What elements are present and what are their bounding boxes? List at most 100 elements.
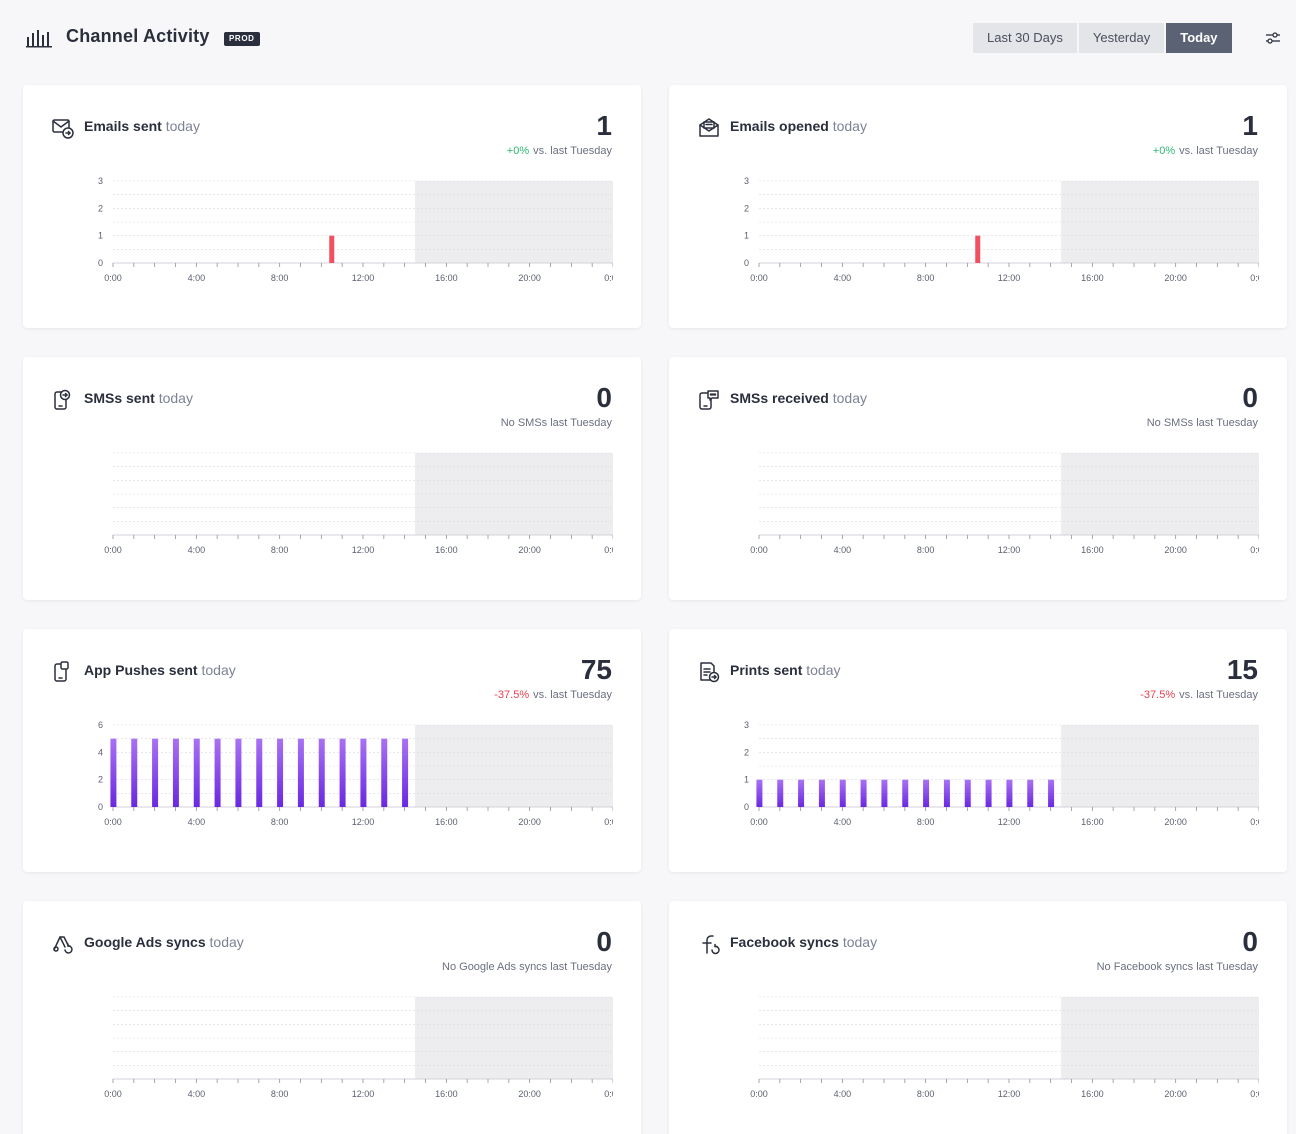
chart-bar	[193, 738, 200, 807]
comparison-text: +0% vs. last Tuesday	[506, 145, 612, 157]
sms-send-icon	[54, 389, 71, 410]
x-tick-label: 16:00	[435, 273, 458, 283]
y-tick-label: 3	[744, 720, 749, 730]
y-tick-label: 3	[744, 176, 749, 186]
y-tick-label: 4	[98, 747, 103, 757]
x-tick-label: 0:00	[604, 273, 613, 283]
comparison-text: No Facebook syncs last Tuesday	[1096, 961, 1258, 973]
x-tick-label: 12:00	[998, 1089, 1021, 1099]
card-title: App Pushes sent today	[84, 662, 236, 678]
x-tick-label: 20:00	[1164, 545, 1187, 555]
x-tick-label: 0:00	[1250, 545, 1259, 555]
card-emails-sent: Emails sent today 1 +0% vs. last Tuesday …	[23, 85, 641, 328]
x-tick-label: 4:00	[188, 273, 206, 283]
chart-bar	[110, 738, 117, 807]
x-tick-label: 12:00	[998, 545, 1021, 555]
chart-bar	[964, 779, 971, 807]
x-tick-label: 8:00	[917, 273, 935, 283]
delta-value: -37.5%	[1140, 689, 1176, 701]
x-tick-label: 0:00	[604, 1089, 613, 1099]
metric-value: 0	[1242, 382, 1258, 413]
x-tick-label: 0:00	[1250, 817, 1259, 827]
y-tick-label: 2	[98, 203, 103, 213]
app-push-icon	[54, 661, 69, 682]
range-yesterday-button[interactable]: Yesterday	[1078, 23, 1165, 53]
x-tick-label: 0:00	[104, 545, 122, 555]
x-tick-label: 12:00	[352, 817, 375, 827]
chart-bar	[798, 779, 805, 807]
y-tick-label: 1	[744, 775, 749, 785]
x-tick-label: 20:00	[1164, 1089, 1187, 1099]
delta-value: +0%	[506, 145, 530, 157]
y-tick-label: 6	[98, 720, 103, 730]
chart-bar	[360, 738, 367, 807]
card-title: Emails opened today	[730, 118, 867, 134]
print-send-icon	[700, 662, 720, 683]
x-tick-label: 20:00	[518, 817, 541, 827]
chart-bar	[381, 738, 388, 807]
x-tick-label: 8:00	[271, 273, 289, 283]
x-tick-label: 12:00	[998, 817, 1021, 827]
x-tick-label: 20:00	[1164, 817, 1187, 827]
facebook-sync-icon	[702, 935, 720, 955]
card-google-ads-syncs: Google Ads syncs today 0 No Google Ads s…	[23, 901, 641, 1134]
google-ads-icon	[53, 936, 73, 954]
chart-bar	[1006, 779, 1013, 807]
chart-bar	[277, 738, 284, 807]
x-tick-label: 8:00	[271, 545, 289, 555]
chart-bar	[339, 738, 346, 807]
comparison-text: No SMSs last Tuesday	[500, 417, 612, 429]
chart-bar	[943, 779, 950, 807]
y-tick-label: 0	[98, 802, 103, 812]
email-send-icon	[52, 119, 74, 139]
card-emails-opened: Emails opened today 1 +0% vs. last Tuesda…	[669, 85, 1287, 328]
metric-value: 1	[596, 110, 612, 141]
metric-value: 0	[596, 926, 612, 957]
comparison-text: +0% vs. last Tuesday	[1152, 145, 1258, 157]
metric-value: 0	[596, 382, 612, 413]
chart-bar	[1048, 779, 1055, 807]
x-tick-label: 0:00	[750, 545, 768, 555]
x-tick-label: 0:00	[604, 817, 613, 827]
x-tick-label: 4:00	[188, 1089, 206, 1099]
x-tick-label: 20:00	[1164, 273, 1187, 283]
hourly-chart: 0:00 4:00 8:00 12:00 16:00 20:00 0:00	[750, 996, 1259, 1099]
y-tick-label: 1	[744, 231, 749, 241]
x-tick-label: 8:00	[917, 817, 935, 827]
card-app-pushes-sent: App Pushes sent today 75 -37.5% vs. last …	[23, 629, 641, 872]
x-tick-label: 12:00	[352, 545, 375, 555]
metric-value: 75	[580, 654, 612, 685]
hourly-chart: 0:00 4:00 8:00 12:00 16:00 20:00 0:00	[104, 996, 613, 1099]
card-title: Google Ads syncs today	[84, 934, 244, 950]
page-header: Channel Activity PROD Last 30 Days Yeste…	[0, 0, 1296, 76]
x-tick-label: 0:00	[1250, 273, 1259, 283]
environment-badge: PROD	[224, 32, 260, 46]
x-tick-label: 16:00	[435, 545, 458, 555]
range-today-button[interactable]: Today	[1166, 23, 1232, 53]
x-tick-label: 16:00	[435, 817, 458, 827]
x-tick-label: 0:00	[104, 1089, 122, 1099]
chart-bar	[985, 779, 992, 807]
x-tick-label: 20:00	[518, 545, 541, 555]
y-tick-label: 0	[744, 258, 749, 268]
chart-bar	[923, 779, 930, 807]
x-tick-label: 0:00	[750, 273, 768, 283]
x-tick-label: 16:00	[435, 1089, 458, 1099]
chart-bar	[329, 235, 335, 263]
card-title: SMSs received today	[730, 390, 867, 406]
sms-receive-icon	[699, 390, 719, 410]
card-facebook-syncs: Facebook syncs today 0 No Facebook syncs…	[669, 901, 1287, 1134]
card-smss-sent: SMSs sent today 0 No SMSs last Tuesday 0…	[23, 357, 641, 600]
card-smss-received: SMSs received today 0 No SMSs last Tuesd…	[669, 357, 1287, 600]
x-tick-label: 0:00	[104, 273, 122, 283]
x-tick-label: 20:00	[518, 273, 541, 283]
range-last-30-days-button[interactable]: Last 30 Days	[973, 23, 1077, 53]
filter-sliders-icon[interactable]	[1265, 30, 1281, 46]
chart-bar	[975, 235, 981, 263]
comparison-text: -37.5% vs. last Tuesday	[494, 689, 612, 701]
x-tick-label: 4:00	[834, 1089, 852, 1099]
x-tick-label: 8:00	[917, 545, 935, 555]
